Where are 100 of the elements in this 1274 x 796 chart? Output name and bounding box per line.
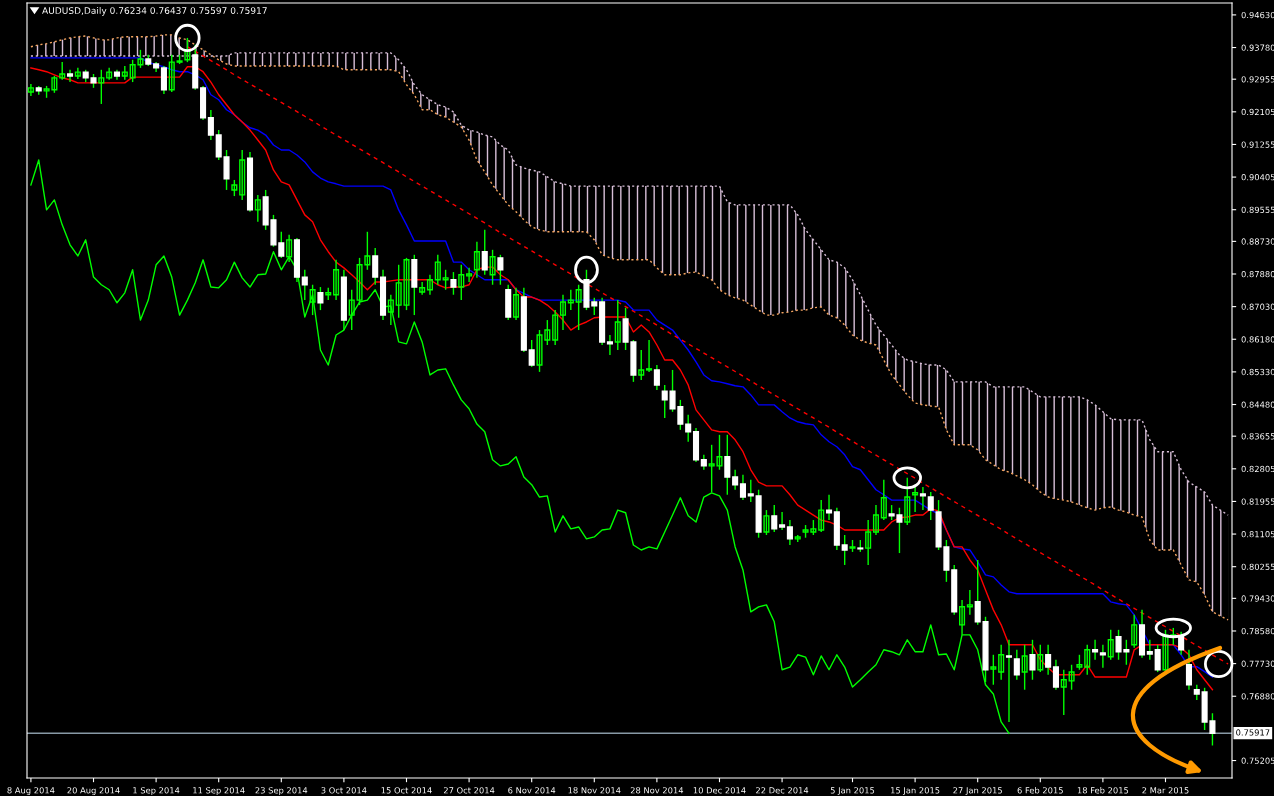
y-tick-label: 0.82805 xyxy=(1241,465,1274,473)
candlestick xyxy=(1013,649,1020,681)
candlestick xyxy=(818,499,825,533)
candlestick xyxy=(1107,629,1114,661)
x-tick-label: 20 Aug 2014 xyxy=(67,787,120,796)
y-tick-label: 0.75205 xyxy=(1241,757,1274,764)
candlestick xyxy=(27,83,34,97)
candlestick xyxy=(1146,639,1153,661)
y-tick-label: 0.81955 xyxy=(1241,498,1274,505)
candlestick xyxy=(239,149,246,201)
candlestick xyxy=(1052,659,1059,691)
candlestick xyxy=(419,281,426,296)
candlestick xyxy=(685,414,692,443)
candlestick xyxy=(160,65,167,95)
candlestick xyxy=(739,474,747,501)
candlestick xyxy=(614,299,621,351)
candlestick xyxy=(1005,639,1013,723)
candlestick xyxy=(786,519,793,546)
candlestick xyxy=(865,519,872,566)
candlestick xyxy=(98,69,105,105)
candlestick xyxy=(168,54,175,93)
candlestick xyxy=(481,229,488,276)
candlestick xyxy=(990,654,997,686)
candlestick xyxy=(959,599,966,636)
y-tick-label: 0.80255 xyxy=(1241,563,1274,570)
candlestick xyxy=(1185,649,1193,691)
candlestick xyxy=(825,494,833,521)
candlestick xyxy=(638,349,645,381)
candlestick xyxy=(872,504,880,536)
candlestick xyxy=(998,644,1005,681)
candlestick xyxy=(348,289,355,331)
x-tick-label: 27 Oct 2014 xyxy=(443,787,495,794)
x-tick-label: 15 Oct 2014 xyxy=(381,787,432,794)
x-tick-label: 23 Sep 2014 xyxy=(255,787,308,796)
candlestick xyxy=(458,264,465,301)
candlestick xyxy=(1060,669,1067,716)
y-tick-label: 0.91255 xyxy=(1241,141,1274,148)
y-tick-label: 0.85330 xyxy=(1241,368,1274,376)
y-tick-label: 0.89555 xyxy=(1241,206,1274,213)
candlestick xyxy=(1021,644,1028,691)
x-tick-label: 18 Feb 2015 xyxy=(1077,787,1129,794)
candlestick xyxy=(473,241,480,279)
candlestick xyxy=(512,287,520,321)
y-tick-label: 0.87880 xyxy=(1241,270,1274,278)
candlestick xyxy=(1068,664,1075,691)
candlestick xyxy=(309,284,316,316)
candlestick xyxy=(904,477,911,526)
candlestick xyxy=(442,269,449,291)
candlestick xyxy=(1099,644,1106,669)
x-tick-label: 22 Dec 2014 xyxy=(756,787,809,794)
line-series xyxy=(30,159,1010,734)
candlestick xyxy=(1084,644,1091,676)
y-tick-label: 0.83655 xyxy=(1241,433,1274,440)
candlestick xyxy=(567,289,574,311)
candlestick xyxy=(559,294,567,331)
candlestick xyxy=(1092,639,1099,661)
x-tick-label: 8 Aug 2014 xyxy=(7,787,55,796)
chart-title: AUDUSD,Daily 0.76234 0.76437 0.75597 0.75917 xyxy=(42,7,267,16)
y-tick-label: 0.86180 xyxy=(1241,336,1274,343)
x-tick-label: 28 Nov 2014 xyxy=(630,787,684,794)
candlestick xyxy=(489,249,496,286)
y-tick-label: 0.79430 xyxy=(1241,595,1274,602)
y-tick-label: 0.87030 xyxy=(1241,303,1274,310)
candlestick xyxy=(732,469,739,491)
candlestick xyxy=(1037,644,1044,673)
x-tick-label: 5 Jan 2015 xyxy=(830,787,875,796)
x-tick-label: 27 Jan 2015 xyxy=(953,787,1002,796)
y-tick-label: 0.92105 xyxy=(1241,108,1274,116)
y-tick-label: 0.94630 xyxy=(1241,11,1274,19)
candlestick xyxy=(919,486,926,511)
candlestick xyxy=(763,509,770,536)
candlestick xyxy=(426,274,434,296)
candlestick xyxy=(387,294,394,326)
candlestick xyxy=(552,309,559,346)
candlestick xyxy=(771,504,778,533)
candlestick xyxy=(301,269,308,301)
candlestick xyxy=(1045,644,1052,676)
candlestick xyxy=(333,259,340,301)
ref-line-label: 0.75917 xyxy=(1236,729,1270,736)
y-tick-label: 0.92955 xyxy=(1241,76,1274,83)
y-tick-label: 0.88730 xyxy=(1241,238,1274,245)
candlestick xyxy=(254,194,261,223)
candlestick xyxy=(646,339,653,373)
x-tick-label: 1 Sep 2014 xyxy=(133,787,180,796)
candlestick xyxy=(434,254,441,286)
x-tick-label: 11 Sep 2014 xyxy=(193,787,245,796)
candlestick xyxy=(106,67,113,81)
candlestick xyxy=(372,247,379,286)
x-tick-label: 3 Oct 2014 xyxy=(321,787,367,794)
candlestick xyxy=(880,479,887,521)
candlestick xyxy=(286,234,293,263)
candlestick xyxy=(779,511,786,531)
candlestick xyxy=(653,364,660,391)
candlestick xyxy=(121,65,128,81)
candlestick xyxy=(575,284,582,331)
x-tick-label: 6 Nov 2014 xyxy=(508,787,556,794)
candlestick xyxy=(1131,614,1138,649)
candlestick xyxy=(466,267,473,283)
x-tick-label: 18 Nov 2014 xyxy=(568,787,621,794)
y-tick-label: 0.93780 xyxy=(1241,44,1274,51)
